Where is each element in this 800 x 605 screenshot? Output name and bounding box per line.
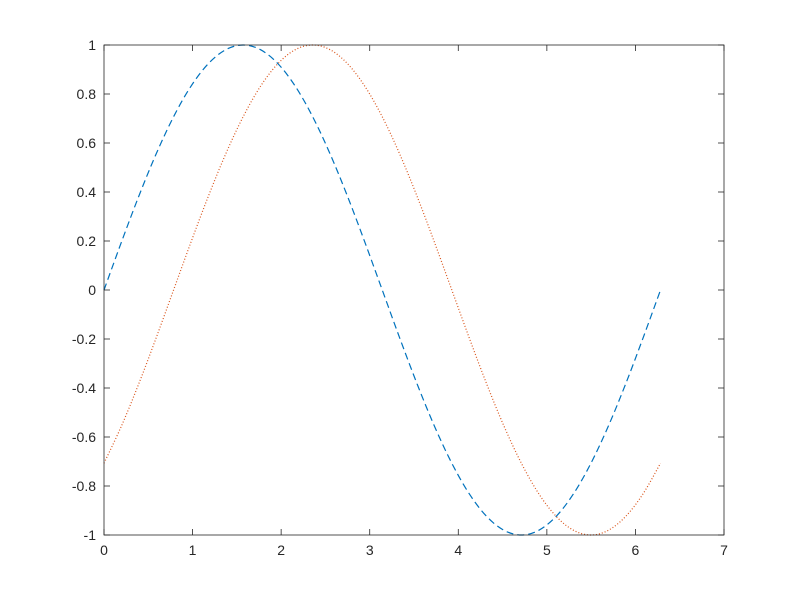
x-tick-label: 2 xyxy=(277,542,285,558)
y-tick-label: 0.4 xyxy=(77,184,97,200)
series-line-2 xyxy=(103,44,662,536)
y-tick-label: -0.8 xyxy=(72,478,96,494)
x-tick-label: 1 xyxy=(189,542,197,558)
y-tick-label: -0.2 xyxy=(72,331,96,347)
y-tick-label: -0.6 xyxy=(72,429,96,445)
x-tick-label: 5 xyxy=(543,542,551,558)
x-tick-label: 6 xyxy=(632,542,640,558)
axes: 0 1 2 3 4 5 6 7 -1 -0.8 -0.6 -0.4 -0.2 0 0.2 0.4 0.6 0.8 1 xyxy=(72,37,728,558)
y-tick-label: 0.2 xyxy=(77,233,97,249)
x-tick-label: 7 xyxy=(720,542,728,558)
y-tick-label: 1 xyxy=(88,37,96,53)
x-tick-label: 3 xyxy=(366,542,374,558)
y-tick-label: 0 xyxy=(88,282,96,298)
x-tick-label: 0 xyxy=(100,542,108,558)
y-tick-label: 0.8 xyxy=(77,86,97,102)
x-tick-label: 4 xyxy=(454,542,462,558)
series-layer xyxy=(103,44,662,536)
y-tick-label: -0.4 xyxy=(72,380,96,396)
y-tick-label: 0.6 xyxy=(77,135,97,151)
y-tick-label: -1 xyxy=(84,527,97,543)
plot-background xyxy=(104,45,724,535)
